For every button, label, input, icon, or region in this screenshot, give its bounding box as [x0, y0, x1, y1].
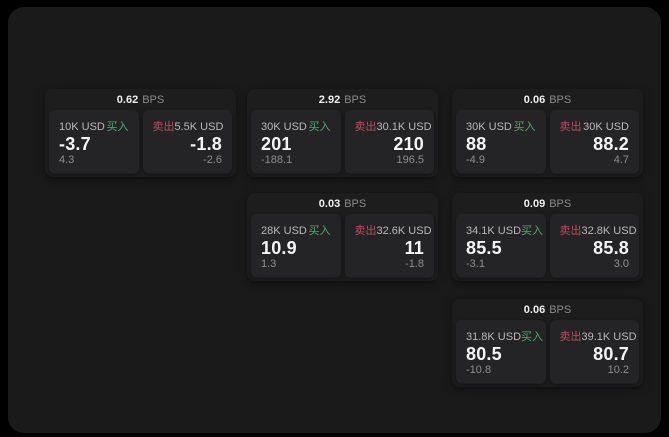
sell-side-label: 卖出 [559, 331, 582, 343]
sell-delta: 196.5 [396, 154, 424, 166]
card-header: 0.06 BPS [452, 89, 643, 110]
buy-price: 10.9 [261, 238, 297, 258]
buy-panel[interactable]: 10K USD 买入 -3.7 4.3 [49, 110, 139, 173]
buy-price: 85.5 [466, 238, 502, 258]
quote-card: 0.62 BPS 10K USD 买入 -3.7 4.3 卖出 5.5K USD… [45, 89, 236, 177]
sell-panel[interactable]: 卖出 30K USD 88.2 4.7 [549, 110, 639, 173]
sell-delta: -1.8 [405, 258, 424, 270]
card-header: 0.06 BPS [452, 299, 643, 320]
bps-unit-label: BPS [549, 93, 572, 106]
sell-price: 11 [404, 238, 424, 258]
sell-side-label: 卖出 [152, 121, 175, 133]
sell-panel[interactable]: 卖出 5.5K USD -1.8 -2.6 [142, 110, 232, 173]
sell-price: 80.7 [593, 344, 629, 364]
bps-value: 0.06 [523, 303, 546, 316]
buy-panel[interactable]: 30K USD 买入 88 -4.9 [456, 110, 546, 173]
bps-unit-label: BPS [549, 303, 572, 316]
buy-delta: -4.9 [466, 154, 485, 166]
sell-panel[interactable]: 卖出 32.8K USD 85.8 3.0 [549, 214, 639, 277]
buy-price: 88 [466, 134, 487, 154]
buy-size-label: 30K USD [261, 121, 307, 133]
sell-size-label: 32.6K USD [376, 225, 432, 237]
buy-side-label: 买入 [308, 121, 331, 133]
bps-unit-label: BPS [549, 197, 572, 210]
sell-delta: 4.7 [613, 154, 629, 166]
buy-side-label: 买入 [521, 225, 544, 237]
buy-price: -3.7 [59, 134, 91, 154]
sell-price: -1.8 [190, 134, 222, 154]
sell-side-label: 卖出 [559, 225, 582, 237]
sell-panel[interactable]: 卖出 39.1K USD 80.7 10.2 [549, 320, 639, 383]
buy-delta: -3.1 [466, 258, 485, 270]
buy-panel[interactable]: 28K USD 买入 10.9 1.3 [251, 214, 341, 277]
buy-panel[interactable]: 34.1K USD 买入 85.5 -3.1 [456, 214, 546, 277]
sell-delta: -2.6 [203, 154, 222, 166]
buy-size-label: 30K USD [466, 121, 512, 133]
sell-panel[interactable]: 卖出 32.6K USD 11 -1.8 [344, 214, 434, 277]
sell-size-label: 30.1K USD [376, 121, 432, 133]
sell-price: 88.2 [593, 134, 629, 154]
sell-size-label: 30K USD [583, 121, 629, 133]
buy-delta: 1.3 [261, 258, 277, 270]
buy-price: 201 [261, 134, 292, 154]
quote-card: 2.92 BPS 30K USD 买入 201 -188.1 卖出 30.1K … [247, 89, 438, 177]
buy-panel[interactable]: 31.8K USD 买入 80.5 -10.8 [456, 320, 546, 383]
buy-delta: -10.8 [466, 364, 492, 376]
sell-delta: 10.2 [607, 364, 629, 376]
sell-side-label: 卖出 [559, 121, 582, 133]
bps-value: 0.03 [318, 197, 341, 210]
bps-value: 0.62 [116, 93, 139, 106]
bps-value: 0.06 [523, 93, 546, 106]
sell-price: 210 [393, 134, 424, 154]
buy-size-label: 28K USD [261, 225, 307, 237]
bps-value: 2.92 [318, 93, 341, 106]
buy-side-label: 买入 [308, 225, 331, 237]
buy-delta: -188.1 [261, 154, 293, 166]
card-header: 2.92 BPS [247, 89, 438, 110]
buy-delta: 4.3 [59, 154, 75, 166]
bps-unit-label: BPS [344, 93, 367, 106]
buy-side-label: 买入 [106, 121, 129, 133]
bps-value: 0.09 [523, 197, 546, 210]
buy-side-label: 买入 [521, 331, 544, 343]
card-header: 0.62 BPS [45, 89, 236, 110]
card-header: 0.09 BPS [452, 193, 643, 214]
sell-price: 85.8 [593, 238, 629, 258]
quote-card: 0.09 BPS 34.1K USD 买入 85.5 -3.1 卖出 32.8K… [452, 193, 643, 281]
bps-unit-label: BPS [344, 197, 367, 210]
buy-size-label: 31.8K USD [466, 331, 522, 343]
sell-size-label: 39.1K USD [581, 331, 637, 343]
sell-size-label: 5.5K USD [174, 121, 224, 133]
sell-side-label: 卖出 [354, 121, 377, 133]
buy-price: 80.5 [466, 344, 502, 364]
quote-card: 0.06 BPS 31.8K USD 买入 80.5 -10.8 卖出 39.1… [452, 299, 643, 387]
sell-size-label: 32.8K USD [581, 225, 637, 237]
quote-card: 0.03 BPS 28K USD 买入 10.9 1.3 卖出 32.6K US… [247, 193, 438, 281]
sell-delta: 3.0 [613, 258, 629, 270]
buy-size-label: 10K USD [59, 121, 105, 133]
buy-side-label: 买入 [513, 121, 536, 133]
quote-card: 0.06 BPS 30K USD 买入 88 -4.9 卖出 30K USD 8… [452, 89, 643, 177]
bps-unit-label: BPS [142, 93, 165, 106]
buy-size-label: 34.1K USD [466, 225, 522, 237]
sell-panel[interactable]: 卖出 30.1K USD 210 196.5 [344, 110, 434, 173]
buy-panel[interactable]: 30K USD 买入 201 -188.1 [251, 110, 341, 173]
card-header: 0.03 BPS [247, 193, 438, 214]
sell-side-label: 卖出 [354, 225, 377, 237]
quotes-dashboard-surface: 0.62 BPS 10K USD 买入 -3.7 4.3 卖出 5.5K USD… [8, 7, 661, 433]
